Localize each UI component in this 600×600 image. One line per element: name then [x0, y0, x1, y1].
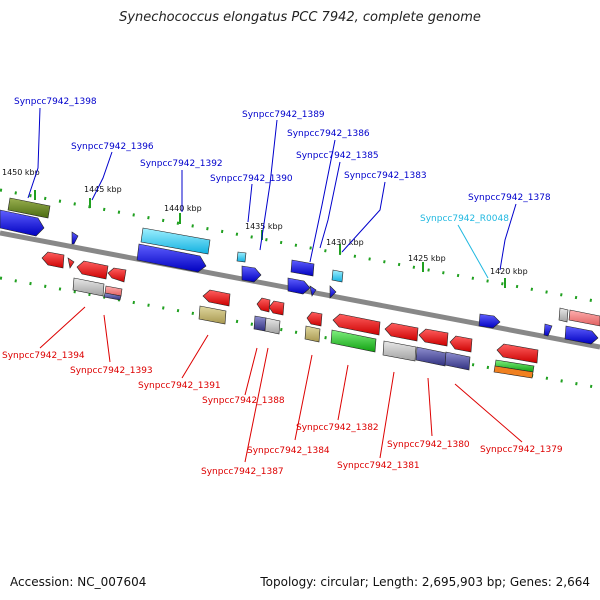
upper-leader-lines: [27, 107, 517, 271]
gene-1386[interactable]: [290, 259, 315, 277]
gene-1390[interactable]: [236, 251, 247, 263]
gene-1378[interactable]: [478, 313, 501, 329]
gene-salmon[interactable]: [568, 309, 600, 327]
gene-red-1379[interactable]: [496, 343, 539, 364]
gene-label-1387[interactable]: Synpcc7942_1387: [201, 467, 284, 477]
gene-label-1392[interactable]: Synpcc7942_1392: [140, 159, 223, 169]
gene-1388[interactable]: [253, 315, 267, 332]
gene-label-1385[interactable]: Synpcc7942_1385: [296, 151, 379, 161]
forward-strand-features: [0, 197, 600, 345]
lower-leader-lines: [39, 306, 523, 463]
gene-label-1380[interactable]: Synpcc7942_1380: [387, 440, 470, 450]
tick-label: 1440 kbp: [164, 204, 202, 213]
rna-leader-line: [457, 224, 489, 279]
gene-1380[interactable]: [415, 346, 447, 367]
gene-1395[interactable]: [41, 251, 65, 269]
gene-slate-small[interactable]: [103, 292, 122, 301]
genome-summary-text: Topology: circular; Length: 2,695,903 bp…: [260, 575, 590, 589]
gene-forward-edge[interactable]: [564, 325, 599, 345]
gene-1392[interactable]: [140, 227, 211, 255]
gene-label-1396[interactable]: Synpcc7942_1396: [71, 142, 154, 152]
gene-small-arrow[interactable]: [309, 285, 317, 297]
gene-label-1391[interactable]: Synpcc7942_1391: [138, 381, 221, 391]
gene-red-1391[interactable]: [202, 289, 231, 307]
gene-red-1388b[interactable]: [268, 300, 285, 316]
tick-label: 1450 kbp: [2, 168, 40, 177]
gene-1381[interactable]: [382, 340, 417, 362]
gene-label-1382[interactable]: Synpcc7942_1382: [296, 423, 379, 433]
tick-label: 1420 kbp: [490, 267, 528, 276]
gene-red-1381[interactable]: [384, 322, 419, 342]
gene-1397[interactable]: [0, 209, 45, 237]
gene-label-1390[interactable]: Synpcc7942_1390: [210, 174, 293, 184]
accession-text: Accession: NC_007604: [10, 575, 147, 589]
gene-1398[interactable]: [7, 197, 51, 219]
gene-small-arrow[interactable]: [543, 323, 553, 337]
gene-1391-upper[interactable]: [136, 243, 207, 273]
gene-label-1379[interactable]: Synpcc7942_1379: [480, 445, 563, 455]
gene-small-arrow[interactable]: [67, 257, 75, 269]
tick-label: 1425 kbp: [408, 254, 446, 263]
gene-label-1378[interactable]: Synpcc7942_1378: [468, 193, 551, 203]
gene-red-1388a[interactable]: [256, 297, 271, 313]
gene-small-arrow[interactable]: [71, 231, 79, 245]
gene-red-1382[interactable]: [332, 313, 381, 336]
gene-1385[interactable]: [287, 277, 311, 295]
gene-1382[interactable]: [330, 329, 377, 353]
gene-red-small[interactable]: [449, 335, 473, 353]
tick-label: 1430 kbp: [326, 238, 364, 247]
gene-label-1386[interactable]: Synpcc7942_1386: [287, 129, 370, 139]
gene-slate-1380b[interactable]: [444, 351, 471, 371]
tick-label: 1445 kbp: [84, 185, 122, 194]
gene-label-1388[interactable]: Synpcc7942_1388: [202, 396, 285, 406]
gene-1393[interactable]: [72, 277, 105, 297]
reverse-strand-features: [41, 251, 539, 379]
gene-1394[interactable]: [76, 260, 109, 280]
gene-grey[interactable]: [558, 307, 569, 323]
gene-1389[interactable]: [241, 265, 262, 283]
gene-label-1383[interactable]: Synpcc7942_1383: [344, 171, 427, 181]
gene-label-1393[interactable]: Synpcc7942_1393: [70, 366, 153, 376]
gene-red-1380[interactable]: [418, 328, 449, 347]
map-title: Synechococcus elongatus PCC 7942, comple…: [119, 10, 481, 25]
gene-label-r0048[interactable]: Synpcc7942_R0048: [420, 214, 509, 224]
gene-1387[interactable]: [264, 317, 281, 335]
gene-label-1384[interactable]: Synpcc7942_1384: [247, 446, 330, 456]
gene-label-1398[interactable]: Synpcc7942_1398: [14, 97, 97, 107]
gene-label-1381[interactable]: Synpcc7942_1381: [337, 461, 420, 471]
gene-1383[interactable]: [331, 269, 344, 283]
gene-1379-orange[interactable]: [493, 365, 534, 379]
gene-small-red[interactable]: [107, 267, 127, 283]
gene-1391[interactable]: [198, 305, 227, 325]
gene-small-arrow[interactable]: [329, 285, 337, 299]
gene-label-1389[interactable]: Synpcc7942_1389: [242, 110, 325, 120]
gene-1384[interactable]: [304, 325, 321, 343]
gene-label-1394[interactable]: Synpcc7942_1394: [2, 351, 85, 361]
gene-red-1384[interactable]: [306, 311, 323, 327]
